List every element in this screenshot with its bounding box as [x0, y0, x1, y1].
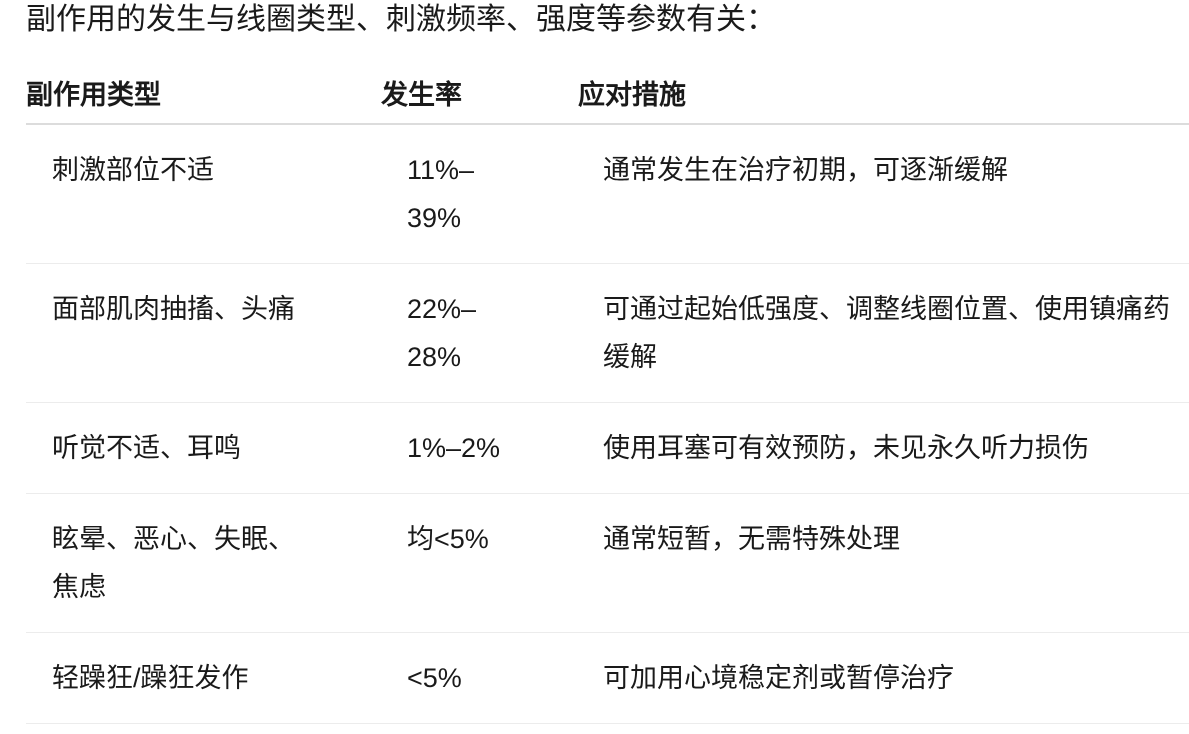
- header-measures: 应对措施: [578, 80, 686, 110]
- cell-type: 刺激部位不适: [52, 155, 214, 185]
- cell-measures: 可通过起始低强度、调整线圈位置、使用镇痛药缓解: [603, 294, 1170, 372]
- table-row: 眩晕、恶心、失眠、焦虑 均<5% 通常短暂，无需特殊处理: [26, 494, 1189, 633]
- cell-rate: 1%–2%: [407, 433, 501, 463]
- cell-type: 面部肌肉抽搐、头痛: [52, 294, 295, 324]
- header-type: 副作用类型: [26, 80, 161, 110]
- table-row: 面部肌肉抽搐、头痛 22%–28% 可通过起始低强度、调整线圈位置、使用镇痛药缓解: [26, 264, 1189, 403]
- table-row: 听觉不适、耳鸣 1%–2% 使用耳塞可有效预防，未见永久听力损伤: [26, 403, 1189, 494]
- cell-measures: 通常短暂，无需特殊处理: [603, 524, 900, 554]
- cell-measures: 可加用心境稳定剂或暂停治疗: [603, 663, 954, 693]
- intro-text: 副作用的发生与线圈类型、刺激频率、强度等参数有关：: [26, 3, 776, 36]
- cell-type: 轻躁狂/躁狂发作: [52, 663, 249, 693]
- cell-measures: 通常发生在治疗初期，可逐渐缓解: [603, 155, 1008, 185]
- table-row: 轻躁狂/躁狂发作 <5% 可加用心境稳定剂或暂停治疗: [26, 633, 1189, 724]
- cell-type: 听觉不适、耳鸣: [52, 433, 241, 463]
- cell-rate: 11%–39%: [407, 155, 475, 233]
- table-header: 副作用类型 发生率 应对措施: [26, 70, 1189, 125]
- cell-measures: 使用耳塞可有效预防，未见永久听力损伤: [603, 433, 1089, 463]
- side-effects-table: 副作用类型 发生率 应对措施 刺激部位不适 11%–39% 通常发生在治疗初期，可逐…: [26, 70, 1189, 724]
- cell-rate: <5%: [407, 663, 462, 693]
- cell-rate: 均<5%: [407, 524, 489, 554]
- cell-rate: 22%–28%: [407, 294, 477, 372]
- table-body: 刺激部位不适 11%–39% 通常发生在治疗初期，可逐渐缓解面部肌肉抽搐、头痛 22%…: [26, 125, 1189, 724]
- table-row: 刺激部位不适 11%–39% 通常发生在治疗初期，可逐渐缓解: [26, 125, 1189, 264]
- header-rate: 发生率: [381, 80, 462, 110]
- cell-type: 眩晕、恶心、失眠、焦虑: [52, 524, 295, 602]
